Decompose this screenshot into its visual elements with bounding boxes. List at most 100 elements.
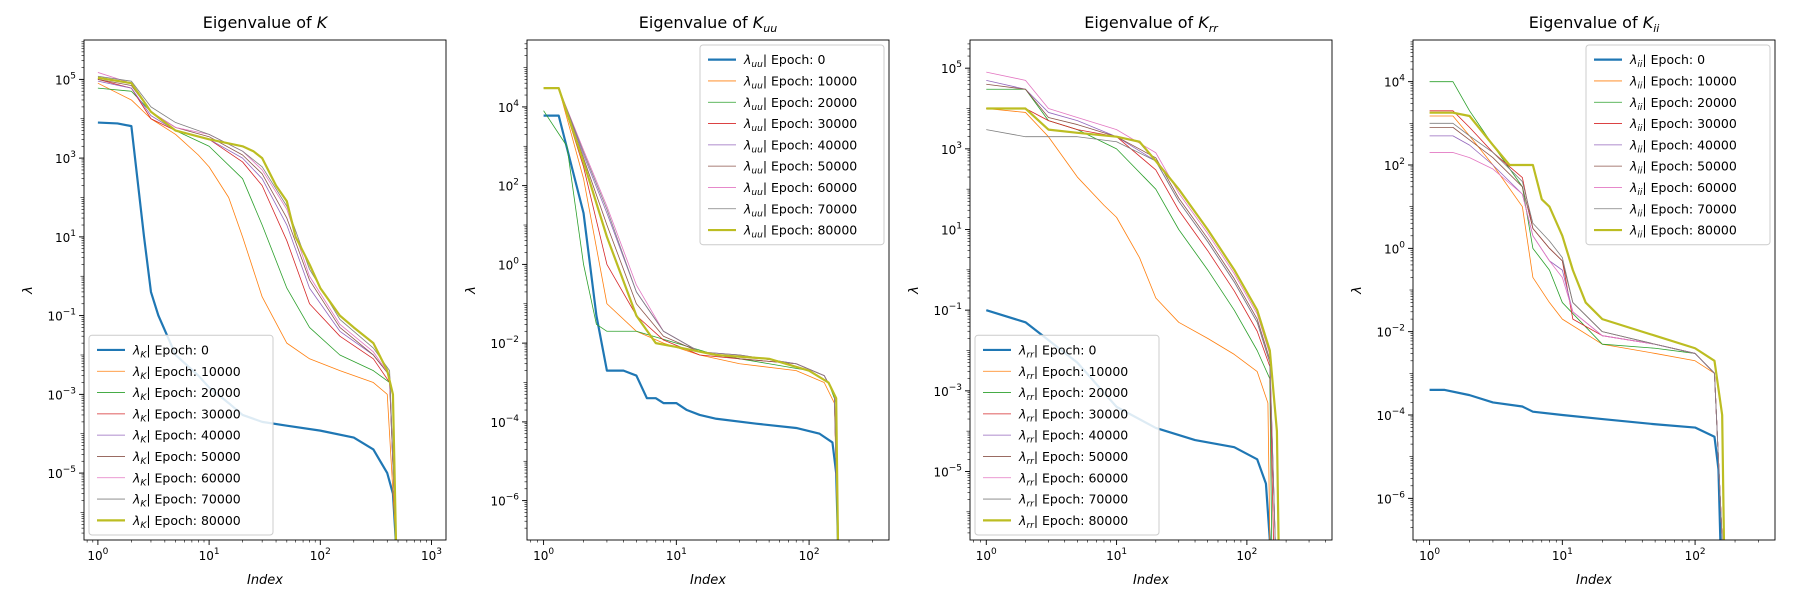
y-tick-label: 101 [55,229,76,245]
x-axis-label: Index [690,573,726,588]
plot-frame [83,39,447,541]
legend-entry: λuu| Epoch: 40000 [743,137,857,155]
y-tick-label: 100 [1384,240,1405,256]
x-tick-label: 100 [1419,547,1440,563]
x-tick-label: 100 [87,547,108,563]
legend: λrr| Epoch: 0 λrr| Epoch: 10000 λrr| Epoch… [974,334,1160,536]
legend-entry: λK| Epoch: 20000 [132,385,241,403]
y-tick-label: 103 [941,141,962,157]
legend-entry: λii| Epoch: 10000 [1629,73,1737,91]
y-tick-label: 102 [1384,157,1405,173]
legend-entry: λK| Epoch: 10000 [132,364,241,382]
legend-entry: λrr| Epoch: 0 [1018,342,1096,360]
legend-box [974,334,1160,536]
y-tick-label: 101 [941,222,962,238]
series-line-epoch-10000 [986,108,1271,540]
legend-box [1585,44,1771,246]
chart-title: Eigenvalue of Kii [1529,13,1660,35]
series-line-epoch-80000 [986,107,1280,540]
x-tick-label: 103 [421,547,442,563]
legend-entry: λrr| Epoch: 50000 [1018,449,1128,467]
legend-entry: λuu| Epoch: 60000 [743,180,857,198]
legend-entry: λrr| Epoch: 80000 [1018,513,1128,531]
panel-4: Eigenvalue of Kii 100 101 102 10−6 10−4 10−2 10… [1350,13,1776,588]
y-tick-label: 104 [498,99,519,115]
y-tick-label: 10−2 [1376,324,1405,340]
legend-box [699,44,885,246]
x-tick-label: 101 [199,547,220,563]
y-tick-label: 100 [498,256,519,272]
legend-entry: λK| Epoch: 50000 [132,449,241,467]
legend-entry: λii| Epoch: 50000 [1629,159,1737,177]
series-line-epoch-30000 [986,108,1274,540]
x-tick-label: 101 [1106,547,1127,563]
x-tick-label: 101 [666,547,687,563]
y-tick-label: 104 [1384,74,1405,90]
series-line-epoch-10000 [97,82,397,540]
series-line-epoch-70000 [986,129,1276,540]
series-group [985,71,1280,540]
legend-entry: λii| Epoch: 20000 [1629,95,1737,113]
y-tick-label: 10−3 [933,383,962,399]
panel-3: Eigenvalue of Krr 100 101 102 10−5 10−3 10−1 10… [907,13,1333,588]
plot-frame [969,39,1333,541]
x-axis-label: Index [1576,573,1612,588]
y-tick-label: 10−6 [490,493,519,509]
y-axis-label: λ [1350,286,1365,295]
y-tick-label: 103 [55,150,76,166]
y-tick-label: 10−4 [490,414,519,430]
legend-entry: λuu| Epoch: 10000 [743,73,857,91]
series-line-epoch-0 [1429,388,1722,540]
legend-entry: λuu| Epoch: 30000 [743,116,857,134]
legend-entry: λK| Epoch: 60000 [132,470,241,488]
y-tick-label: 10−3 [47,386,76,402]
y-tick-label: 105 [941,60,962,76]
x-tick-label: 101 [1552,547,1573,563]
series-line-epoch-80000 [543,87,840,540]
y-tick-label: 105 [55,71,76,87]
series-line-epoch-30000 [97,78,397,540]
series-line-epoch-80000 [1429,111,1726,540]
series-group [1429,81,1726,540]
legend-entry: λrr| Epoch: 10000 [1018,364,1128,382]
x-tick-label: 102 [1685,547,1706,563]
legend-entry: λrr| Epoch: 40000 [1018,428,1128,446]
legend-box [88,334,274,536]
series-line-epoch-50000 [986,83,1276,540]
y-tick-label: 10−5 [47,465,76,481]
x-tick-label: 100 [976,547,997,563]
x-tick-label: 102 [1236,547,1257,563]
x-tick-label: 102 [310,547,331,563]
legend-entry: λii| Epoch: 70000 [1629,201,1737,219]
legend-entry: λuu| Epoch: 50000 [743,159,857,177]
legend-entry: λii| Epoch: 60000 [1629,180,1737,198]
series-line-epoch-0 [543,114,840,540]
x-axis-label: Index [1133,573,1169,588]
y-tick-label: 10−5 [933,463,962,479]
legend-entry: λii| Epoch: 40000 [1629,137,1737,155]
y-axis-label: λ [464,286,479,295]
legend: λuu| Epoch: 0 λuu| Epoch: 10000 λuu| Epoch… [699,44,885,246]
legend-entry: λK| Epoch: 30000 [132,406,241,424]
plot-frame [526,39,890,541]
y-tick-label: 10−4 [1376,407,1405,423]
legend-entry: λuu| Epoch: 20000 [743,95,857,113]
x-tick-label: 102 [799,547,820,563]
x-tick-label: 100 [533,547,554,563]
legend-entry: λrr| Epoch: 20000 [1018,385,1128,403]
legend: λK| Epoch: 0 λK| Epoch: 10000 λK| Epoch: 2… [88,334,274,536]
legend-entry: λK| Epoch: 0 [132,342,209,360]
legend-entry: λK| Epoch: 70000 [132,492,241,510]
series-line-epoch-70000 [97,75,397,540]
legend-entry: λuu| Epoch: 80000 [743,223,857,241]
series-line-epoch-20000 [986,88,1273,540]
x-axis-label: Index [247,573,283,588]
legend-entry: λii| Epoch: 80000 [1629,223,1737,241]
y-tick-label: 10−2 [490,335,519,351]
panel-2: Eigenvalue of Kuu 100 101 102 10−6 10−4 10−2 10… [464,13,890,588]
series-line-epoch-60000 [986,71,1276,540]
legend-entry: λK| Epoch: 80000 [132,513,241,531]
series-line-epoch-70000 [1429,122,1723,540]
legend-entry: λii| Epoch: 30000 [1629,116,1737,134]
